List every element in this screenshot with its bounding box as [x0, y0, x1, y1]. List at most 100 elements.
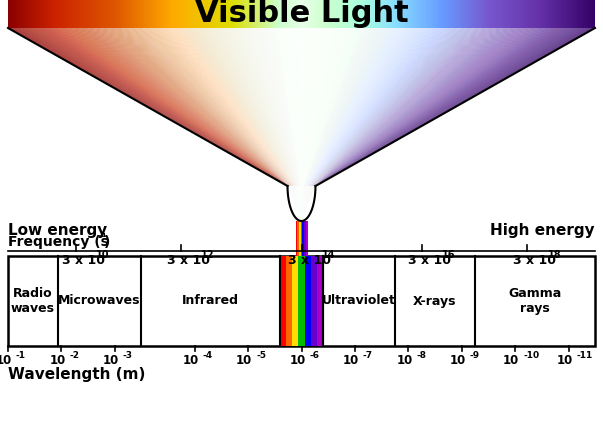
Polygon shape — [173, 28, 430, 186]
Polygon shape — [307, 28, 413, 186]
Bar — [72, 0, 74, 28]
Bar — [356, 0, 357, 28]
Polygon shape — [256, 28, 299, 186]
Bar — [513, 0, 514, 28]
Polygon shape — [112, 28, 292, 186]
Polygon shape — [306, 28, 390, 186]
Bar — [368, 0, 369, 28]
Bar — [169, 0, 171, 28]
Polygon shape — [308, 28, 433, 186]
Polygon shape — [312, 28, 512, 186]
Bar — [479, 0, 481, 28]
Bar — [558, 0, 560, 28]
Polygon shape — [9, 28, 288, 186]
Polygon shape — [288, 186, 315, 221]
Polygon shape — [203, 28, 297, 186]
Bar — [18, 0, 20, 28]
Polygon shape — [95, 28, 292, 186]
Bar — [190, 0, 191, 28]
Bar — [552, 0, 554, 28]
Polygon shape — [288, 186, 315, 221]
Polygon shape — [166, 28, 295, 186]
Bar — [414, 0, 416, 28]
Text: 3 x 10: 3 x 10 — [167, 253, 210, 267]
Polygon shape — [305, 28, 365, 186]
Polygon shape — [155, 28, 448, 186]
Polygon shape — [288, 186, 315, 221]
Bar — [64, 0, 65, 28]
Polygon shape — [172, 28, 295, 186]
Polygon shape — [250, 28, 353, 186]
Polygon shape — [306, 28, 402, 186]
Bar — [23, 0, 24, 28]
Polygon shape — [151, 28, 294, 186]
Polygon shape — [224, 28, 298, 186]
Bar — [435, 0, 437, 28]
Bar — [510, 0, 511, 28]
Bar — [216, 0, 218, 28]
Polygon shape — [248, 28, 299, 186]
Bar — [290, 0, 291, 28]
Polygon shape — [104, 28, 292, 186]
Bar — [163, 0, 165, 28]
Bar — [181, 0, 183, 28]
Bar — [172, 0, 174, 28]
Bar — [108, 0, 109, 28]
Polygon shape — [308, 28, 426, 186]
Bar — [478, 0, 479, 28]
Bar — [481, 0, 482, 28]
Polygon shape — [311, 28, 502, 186]
Polygon shape — [305, 28, 364, 186]
Polygon shape — [17, 28, 288, 186]
Text: -4: -4 — [203, 351, 213, 360]
Polygon shape — [314, 28, 553, 186]
Bar — [288, 0, 290, 28]
Polygon shape — [230, 28, 298, 186]
Polygon shape — [308, 28, 444, 186]
Bar — [514, 0, 516, 28]
Bar — [525, 0, 526, 28]
Polygon shape — [313, 28, 548, 186]
Bar — [338, 0, 339, 28]
Polygon shape — [15, 28, 288, 186]
Polygon shape — [210, 28, 393, 186]
Polygon shape — [160, 28, 295, 186]
Polygon shape — [289, 186, 314, 221]
Bar — [464, 0, 466, 28]
Polygon shape — [310, 28, 485, 186]
Text: 3 x 10: 3 x 10 — [408, 253, 451, 267]
Polygon shape — [288, 186, 315, 221]
Polygon shape — [302, 28, 303, 186]
Polygon shape — [312, 28, 519, 186]
Polygon shape — [124, 28, 293, 186]
Polygon shape — [308, 28, 437, 186]
Polygon shape — [297, 28, 302, 186]
Polygon shape — [170, 28, 295, 186]
Polygon shape — [265, 28, 300, 186]
Bar — [221, 0, 223, 28]
Polygon shape — [137, 28, 294, 186]
Polygon shape — [153, 28, 294, 186]
Bar — [485, 0, 487, 28]
Polygon shape — [259, 28, 300, 186]
Bar — [429, 0, 431, 28]
Polygon shape — [67, 28, 291, 186]
Bar — [116, 0, 118, 28]
Bar — [152, 0, 153, 28]
Bar — [453, 0, 454, 28]
Text: -7: -7 — [363, 351, 373, 360]
Polygon shape — [101, 28, 292, 186]
Polygon shape — [33, 28, 289, 186]
Polygon shape — [56, 28, 290, 186]
Polygon shape — [307, 28, 421, 186]
Bar — [416, 0, 417, 28]
Bar — [563, 0, 564, 28]
Bar — [375, 0, 376, 28]
Bar — [0, 221, 603, 446]
Polygon shape — [285, 28, 301, 186]
Bar — [393, 0, 394, 28]
Polygon shape — [311, 28, 511, 186]
Bar — [319, 0, 321, 28]
Polygon shape — [58, 28, 290, 186]
Bar — [297, 0, 298, 28]
